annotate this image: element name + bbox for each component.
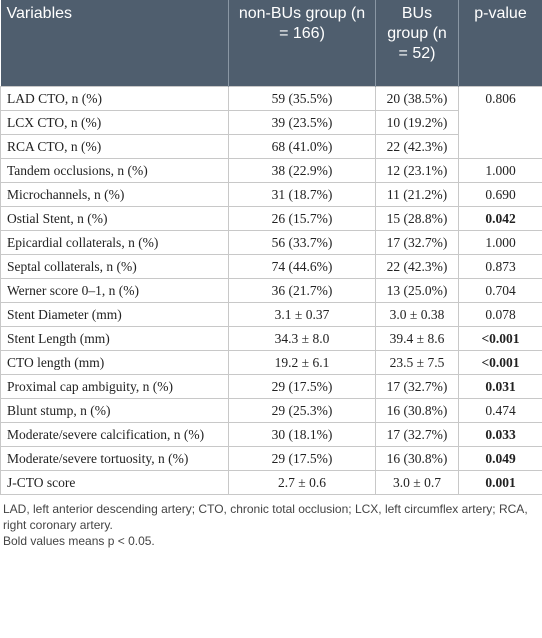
cell: 3.0 ± 0.7 bbox=[375, 470, 459, 495]
cell: 39 (23.5%) bbox=[228, 110, 376, 135]
table-row: Stent Diameter (mm) 3.1 ± 0.37 3.0 ± 0.38 0… bbox=[0, 302, 542, 327]
cell: 30 (18.1%) bbox=[228, 422, 376, 447]
table-row: Septal collaterals, n (%) 74 (44.6%) 22 (4… bbox=[0, 254, 542, 279]
cell: 0.078 bbox=[458, 302, 542, 327]
table-row: LAD CTO, n (%) 59 (35.5%) 20 (38.5%) 0.806 bbox=[0, 86, 542, 159]
cell: 34.3 ± 8.0 bbox=[228, 326, 376, 351]
cell: 0.873 bbox=[458, 254, 542, 279]
row-label: Stent Length (mm) bbox=[0, 326, 229, 351]
row-label: LAD CTO, n (%) bbox=[0, 86, 229, 111]
cell: 23.5 ± 7.5 bbox=[375, 350, 459, 375]
row-label: J-CTO score bbox=[0, 470, 229, 495]
row-label: Tandem occlusions, n (%) bbox=[0, 158, 229, 183]
cell: 20 (38.5%) bbox=[375, 86, 459, 111]
cell: 29 (17.5%) bbox=[228, 446, 376, 471]
table-row: Tandem occlusions, n (%) 38 (22.9%) 12 (23… bbox=[0, 158, 542, 183]
header-row: Variables non-BUs group (n = 166) BUs grou… bbox=[0, 0, 542, 87]
cell: 0.049 bbox=[458, 446, 542, 471]
cell: 0.001 bbox=[458, 470, 542, 495]
table-row: CTO length (mm) 19.2 ± 6.1 23.5 ± 7.5 <0.00… bbox=[0, 350, 542, 375]
cell: 17 (32.7%) bbox=[375, 230, 459, 255]
row-label: Moderate/severe tortuosity, n (%) bbox=[0, 446, 229, 471]
cell: 39.4 ± 8.6 bbox=[375, 326, 459, 351]
row-label: Septal collaterals, n (%) bbox=[0, 254, 229, 279]
header-cell: Variables bbox=[0, 0, 229, 87]
cell: 29 (25.3%) bbox=[228, 398, 376, 423]
cell: 16 (30.8%) bbox=[375, 398, 459, 423]
table-row: Epicardial collaterals, n (%) 56 (33.7%) 1… bbox=[0, 230, 542, 255]
row-label: Stent Diameter (mm) bbox=[0, 302, 229, 327]
cell: 0.690 bbox=[458, 182, 542, 207]
cell: 0.033 bbox=[458, 422, 542, 447]
row-label: Moderate/severe calcification, n (%) bbox=[0, 422, 229, 447]
footnote: LAD, left anterior descending artery; CT… bbox=[3, 502, 528, 532]
cell: 36 (21.7%) bbox=[228, 278, 376, 303]
cell: 0.031 bbox=[458, 374, 542, 399]
table-row: LCX CTO, n (%) 39 (23.5%) 10 (19.2%) bbox=[0, 110, 542, 135]
row-label: Microchannels, n (%) bbox=[0, 182, 229, 207]
cell: 29 (17.5%) bbox=[228, 374, 376, 399]
cell: 13 (25.0%) bbox=[375, 278, 459, 303]
cell: 3.1 ± 0.37 bbox=[228, 302, 376, 327]
cell: 74 (44.6%) bbox=[228, 254, 376, 279]
table-body: LAD CTO, n (%) 59 (35.5%) 20 (38.5%) 0.806 L… bbox=[0, 86, 542, 495]
table-row: RCA CTO, n (%) 68 (41.0%) 22 (42.3%) bbox=[0, 134, 542, 159]
cell: 26 (15.7%) bbox=[228, 206, 376, 231]
table-row: Moderate/severe calcification, n (%) 30 (… bbox=[0, 422, 542, 447]
cell: 0.042 bbox=[458, 206, 542, 231]
cell: 22 (42.3%) bbox=[375, 134, 459, 159]
cell: 56 (33.7%) bbox=[228, 230, 376, 255]
cell: 10 (19.2%) bbox=[375, 110, 459, 135]
cell: 19.2 ± 6.1 bbox=[228, 350, 376, 375]
row-label: RCA CTO, n (%) bbox=[0, 134, 229, 159]
row-label: Epicardial collaterals, n (%) bbox=[0, 230, 229, 255]
cell: 11 (21.2%) bbox=[375, 182, 459, 207]
cell: 31 (18.7%) bbox=[228, 182, 376, 207]
cell: 17 (32.7%) bbox=[375, 422, 459, 447]
row-label: LCX CTO, n (%) bbox=[0, 110, 229, 135]
table-row: J-CTO score 2.7 ± 0.6 3.0 ± 0.7 0.001 bbox=[0, 470, 542, 495]
row-label: Ostial Stent, n (%) bbox=[0, 206, 229, 231]
row-label: Blunt stump, n (%) bbox=[0, 398, 229, 423]
row-label: Proximal cap ambiguity, n (%) bbox=[0, 374, 229, 399]
table-row: Ostial Stent, n (%) 26 (15.7%) 15 (28.8%) 0… bbox=[0, 206, 542, 231]
table-row: Microchannels, n (%) 31 (18.7%) 11 (21.2%)… bbox=[0, 182, 542, 207]
cell: 0.806 bbox=[458, 86, 542, 159]
cell: 12 (23.1%) bbox=[375, 158, 459, 183]
cell: <0.001 bbox=[458, 350, 542, 375]
cell: 15 (28.8%) bbox=[375, 206, 459, 231]
row-label: CTO length (mm) bbox=[0, 350, 229, 375]
table-row: Moderate/severe tortuosity, n (%) 29 (17.… bbox=[0, 446, 542, 471]
table-row: Blunt stump, n (%) 29 (25.3%) 16 (30.8%) 0.… bbox=[0, 398, 542, 423]
cell: 2.7 ± 0.6 bbox=[228, 470, 376, 495]
cell: 3.0 ± 0.38 bbox=[375, 302, 459, 327]
cell: 0.704 bbox=[458, 278, 542, 303]
cell: 1.000 bbox=[458, 230, 542, 255]
cell: 68 (41.0%) bbox=[228, 134, 376, 159]
cell: 38 (22.9%) bbox=[228, 158, 376, 183]
table-row: Werner score 0–1, n (%) 36 (21.7%) 13 (25.… bbox=[0, 278, 542, 303]
footnotes: LAD, left anterior descending artery; CT… bbox=[0, 495, 542, 549]
cell: 16 (30.8%) bbox=[375, 446, 459, 471]
data-table: Variables non-BUs group (n = 166) BUs grou… bbox=[0, 0, 542, 495]
header-cell: non-BUs group (n = 166) bbox=[228, 0, 376, 87]
table-row: Stent Length (mm) 34.3 ± 8.0 39.4 ± 8.6 <0.… bbox=[0, 326, 542, 351]
table-row: Proximal cap ambiguity, n (%) 29 (17.5%) 1… bbox=[0, 374, 542, 399]
footnote: Bold values means p < 0.05. bbox=[3, 534, 155, 548]
cell: 17 (32.7%) bbox=[375, 374, 459, 399]
row-label: Werner score 0–1, n (%) bbox=[0, 278, 229, 303]
cell: 1.000 bbox=[458, 158, 542, 183]
cell: <0.001 bbox=[458, 326, 542, 351]
header-cell: BUs group (n = 52) bbox=[375, 0, 459, 87]
cell: 22 (42.3%) bbox=[375, 254, 459, 279]
header-cell: p-value bbox=[458, 0, 542, 87]
cell: 59 (35.5%) bbox=[228, 86, 376, 111]
cell: 0.474 bbox=[458, 398, 542, 423]
